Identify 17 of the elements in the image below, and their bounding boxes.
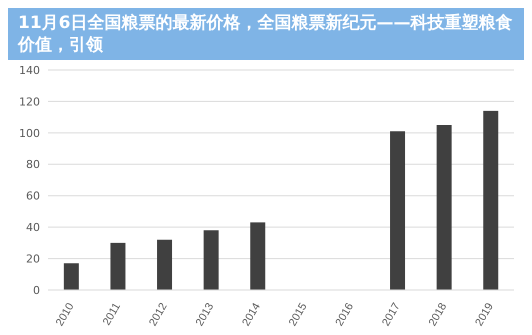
bar [157, 240, 172, 290]
bar [436, 125, 452, 290]
y-tick-label: 100 [19, 126, 40, 140]
bar [390, 131, 406, 290]
chart-title: 11月6日全国粮票的最新价格，全国粮票新纪元——科技重塑粮食价值，引领 [8, 8, 524, 60]
y-tick-label: 60 [26, 190, 40, 203]
y-tick-label: 80 [26, 158, 40, 172]
bar [204, 230, 219, 290]
bar [250, 222, 266, 290]
y-tick-label: 0 [33, 284, 40, 297]
y-tick-label: 20 [26, 252, 40, 266]
y-tick-label: 140 [19, 64, 40, 77]
bar [64, 263, 79, 290]
y-tick-label: 40 [26, 221, 40, 234]
bar [110, 242, 126, 290]
y-tick-label: 120 [19, 95, 40, 108]
bar [483, 110, 498, 290]
